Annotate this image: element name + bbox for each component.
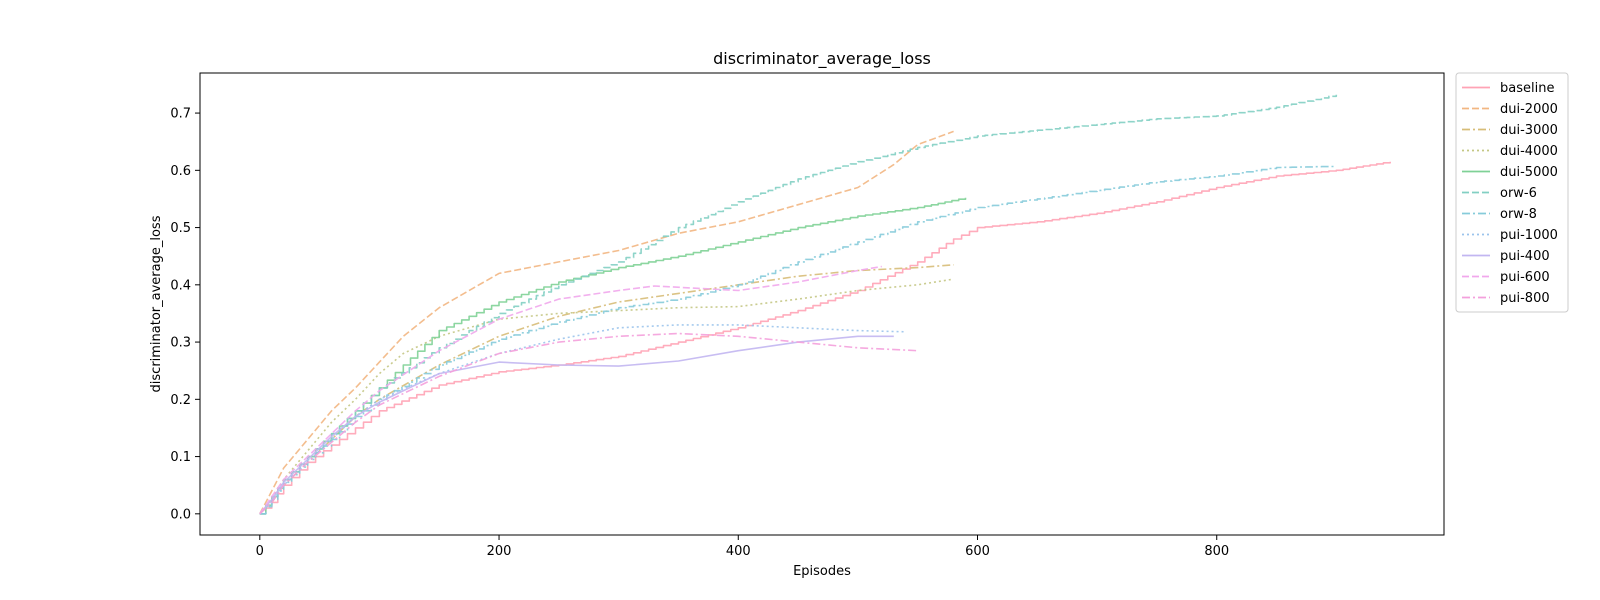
legend-label-pui-600: pui-600 [1500, 270, 1550, 285]
series-line-dui-2000 [259, 130, 954, 515]
y-tick-label: 0.4 [170, 278, 191, 293]
legend-label-dui-2000: dui-2000 [1500, 102, 1558, 117]
legend-label-pui-1000: pui-1000 [1500, 228, 1558, 243]
y-tick-label: 0.1 [170, 450, 191, 465]
x-tick-label: 400 [726, 544, 751, 559]
series-line-pui-1000 [259, 324, 906, 515]
legend-label-pui-800: pui-800 [1500, 291, 1550, 306]
legend-label-pui-400: pui-400 [1500, 249, 1550, 264]
plot-area [259, 94, 1391, 515]
chart-title: discriminator_average_loss [713, 49, 931, 69]
y-tick-label: 0.0 [170, 507, 191, 522]
y-tick-label: 0.6 [170, 164, 191, 179]
legend-label-dui-3000: dui-3000 [1500, 123, 1558, 138]
series-line-dui-4000 [259, 278, 954, 515]
series-line-baseline [259, 161, 1391, 515]
legend-label-orw-8: orw-8 [1500, 207, 1537, 222]
legend-label-dui-5000: dui-5000 [1500, 165, 1558, 180]
y-axis: 0.0 0.1 0.2 0.3 0.4 0.5 0.6 0.7 [170, 107, 200, 522]
x-tick-label: 600 [965, 544, 990, 559]
series-line-orw-8 [259, 165, 1338, 515]
series-line-orw-6 [259, 94, 1338, 515]
x-tick-label: 800 [1204, 544, 1229, 559]
x-axis: 0 200 400 600 800 [256, 535, 1229, 559]
series-line-dui-5000 [259, 197, 967, 515]
legend-label-dui-4000: dui-4000 [1500, 144, 1558, 159]
x-axis-label: Episodes [793, 564, 851, 579]
legend: baseline dui-2000 dui-3000 dui-4000 dui-5000… [1455, 72, 1569, 313]
series-line-dui-3000 [259, 264, 954, 515]
x-tick-label: 200 [487, 544, 512, 559]
plot-frame [199, 72, 1445, 536]
legend-box [1455, 72, 1569, 313]
y-tick-label: 0.5 [170, 221, 191, 236]
y-tick-label: 0.7 [170, 107, 191, 122]
series-line-pui-600 [259, 265, 882, 515]
series-line-pui-400 [259, 335, 894, 515]
legend-label-orw-6: orw-6 [1500, 186, 1537, 201]
series-line-pui-800 [259, 332, 918, 515]
legend-label-baseline: baseline [1500, 81, 1554, 96]
y-tick-label: 0.3 [170, 336, 191, 351]
y-axis-label: discriminator_average_loss [149, 215, 164, 392]
x-tick-label: 0 [256, 544, 264, 559]
y-tick-label: 0.2 [170, 393, 191, 408]
